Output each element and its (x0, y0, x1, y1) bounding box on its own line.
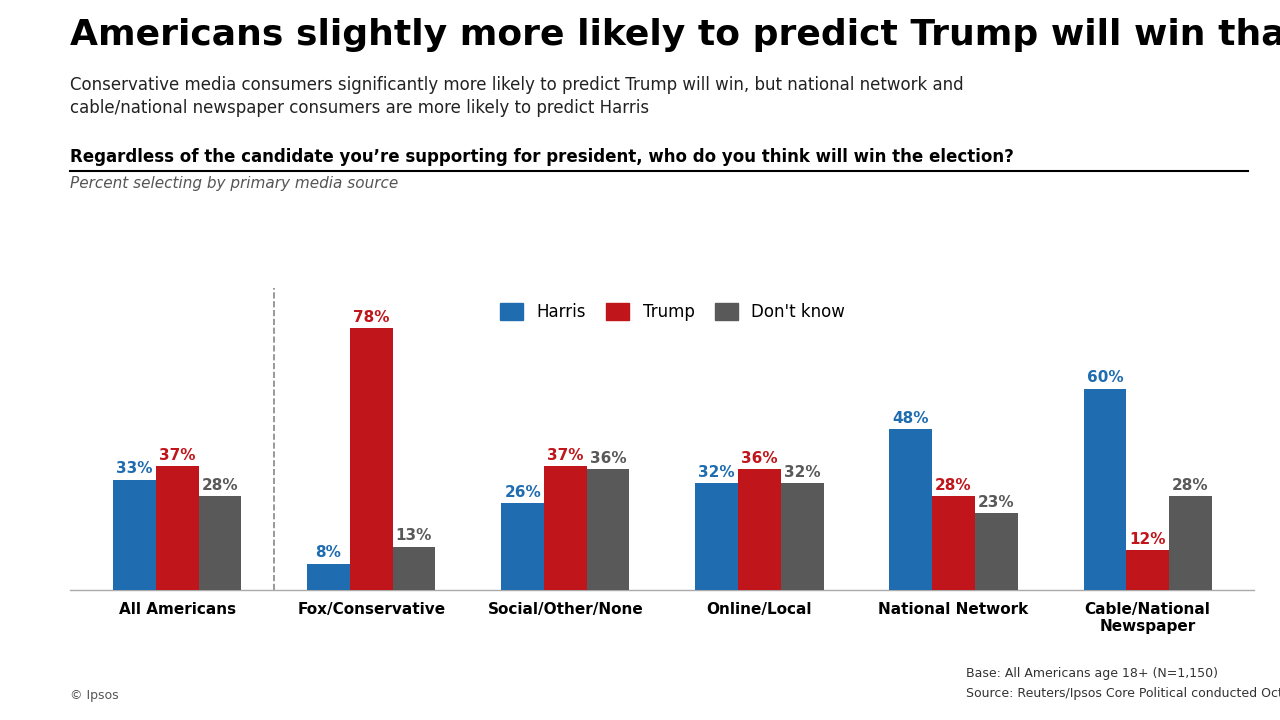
Text: 36%: 36% (741, 451, 778, 466)
Text: 48%: 48% (892, 410, 929, 426)
Text: 28%: 28% (201, 478, 238, 493)
Bar (1084, 389, 1126, 590)
Bar (975, 513, 1018, 590)
Legend: Harris, Trump, Don't know: Harris, Trump, Don't know (493, 297, 851, 328)
Text: 36%: 36% (590, 451, 626, 466)
Bar (1126, 550, 1169, 590)
Text: 33%: 33% (116, 462, 152, 476)
Bar (502, 503, 544, 590)
Text: 28%: 28% (1172, 478, 1208, 493)
Bar (932, 496, 975, 590)
Text: Regardless of the candidate you’re supporting for president, who do you think wi: Regardless of the candidate you’re suppo… (70, 148, 1014, 166)
Text: Base: All Americans age 18+ (N=1,150): Base: All Americans age 18+ (N=1,150) (966, 667, 1219, 680)
Text: © Ipsos: © Ipsos (70, 689, 119, 702)
Text: 23%: 23% (978, 495, 1015, 510)
Bar (739, 469, 781, 590)
Bar (393, 546, 435, 590)
Bar (349, 328, 393, 590)
Text: 37%: 37% (159, 448, 196, 463)
Text: 60%: 60% (1087, 371, 1124, 385)
Text: 8%: 8% (316, 545, 342, 560)
Text: Source: Reuters/Ipsos Core Political conducted October 25-27, 2024: Source: Reuters/Ipsos Core Political con… (966, 687, 1280, 700)
Bar (156, 466, 198, 590)
Bar (113, 480, 156, 590)
Text: 13%: 13% (396, 528, 433, 544)
Text: 26%: 26% (504, 485, 541, 500)
Bar (695, 483, 739, 590)
Text: Conservative media consumers significantly more likely to predict Trump will win: Conservative media consumers significant… (70, 76, 964, 117)
Text: 37%: 37% (547, 448, 584, 463)
Bar (781, 483, 823, 590)
Text: 32%: 32% (699, 464, 735, 480)
Text: 32%: 32% (783, 464, 820, 480)
Bar (198, 496, 241, 590)
Bar (890, 429, 932, 590)
Text: Americans slightly more likely to predict Trump will win than Harris: Americans slightly more likely to predic… (70, 18, 1280, 52)
Text: 12%: 12% (1129, 531, 1166, 546)
Text: Percent selecting by primary media source: Percent selecting by primary media sourc… (70, 176, 398, 192)
Text: ipsos: ipsos (1198, 674, 1252, 692)
Text: 78%: 78% (353, 310, 389, 325)
Bar (586, 469, 630, 590)
Bar (544, 466, 586, 590)
Text: 28%: 28% (936, 478, 972, 493)
Bar (307, 564, 349, 590)
Bar (1169, 496, 1212, 590)
